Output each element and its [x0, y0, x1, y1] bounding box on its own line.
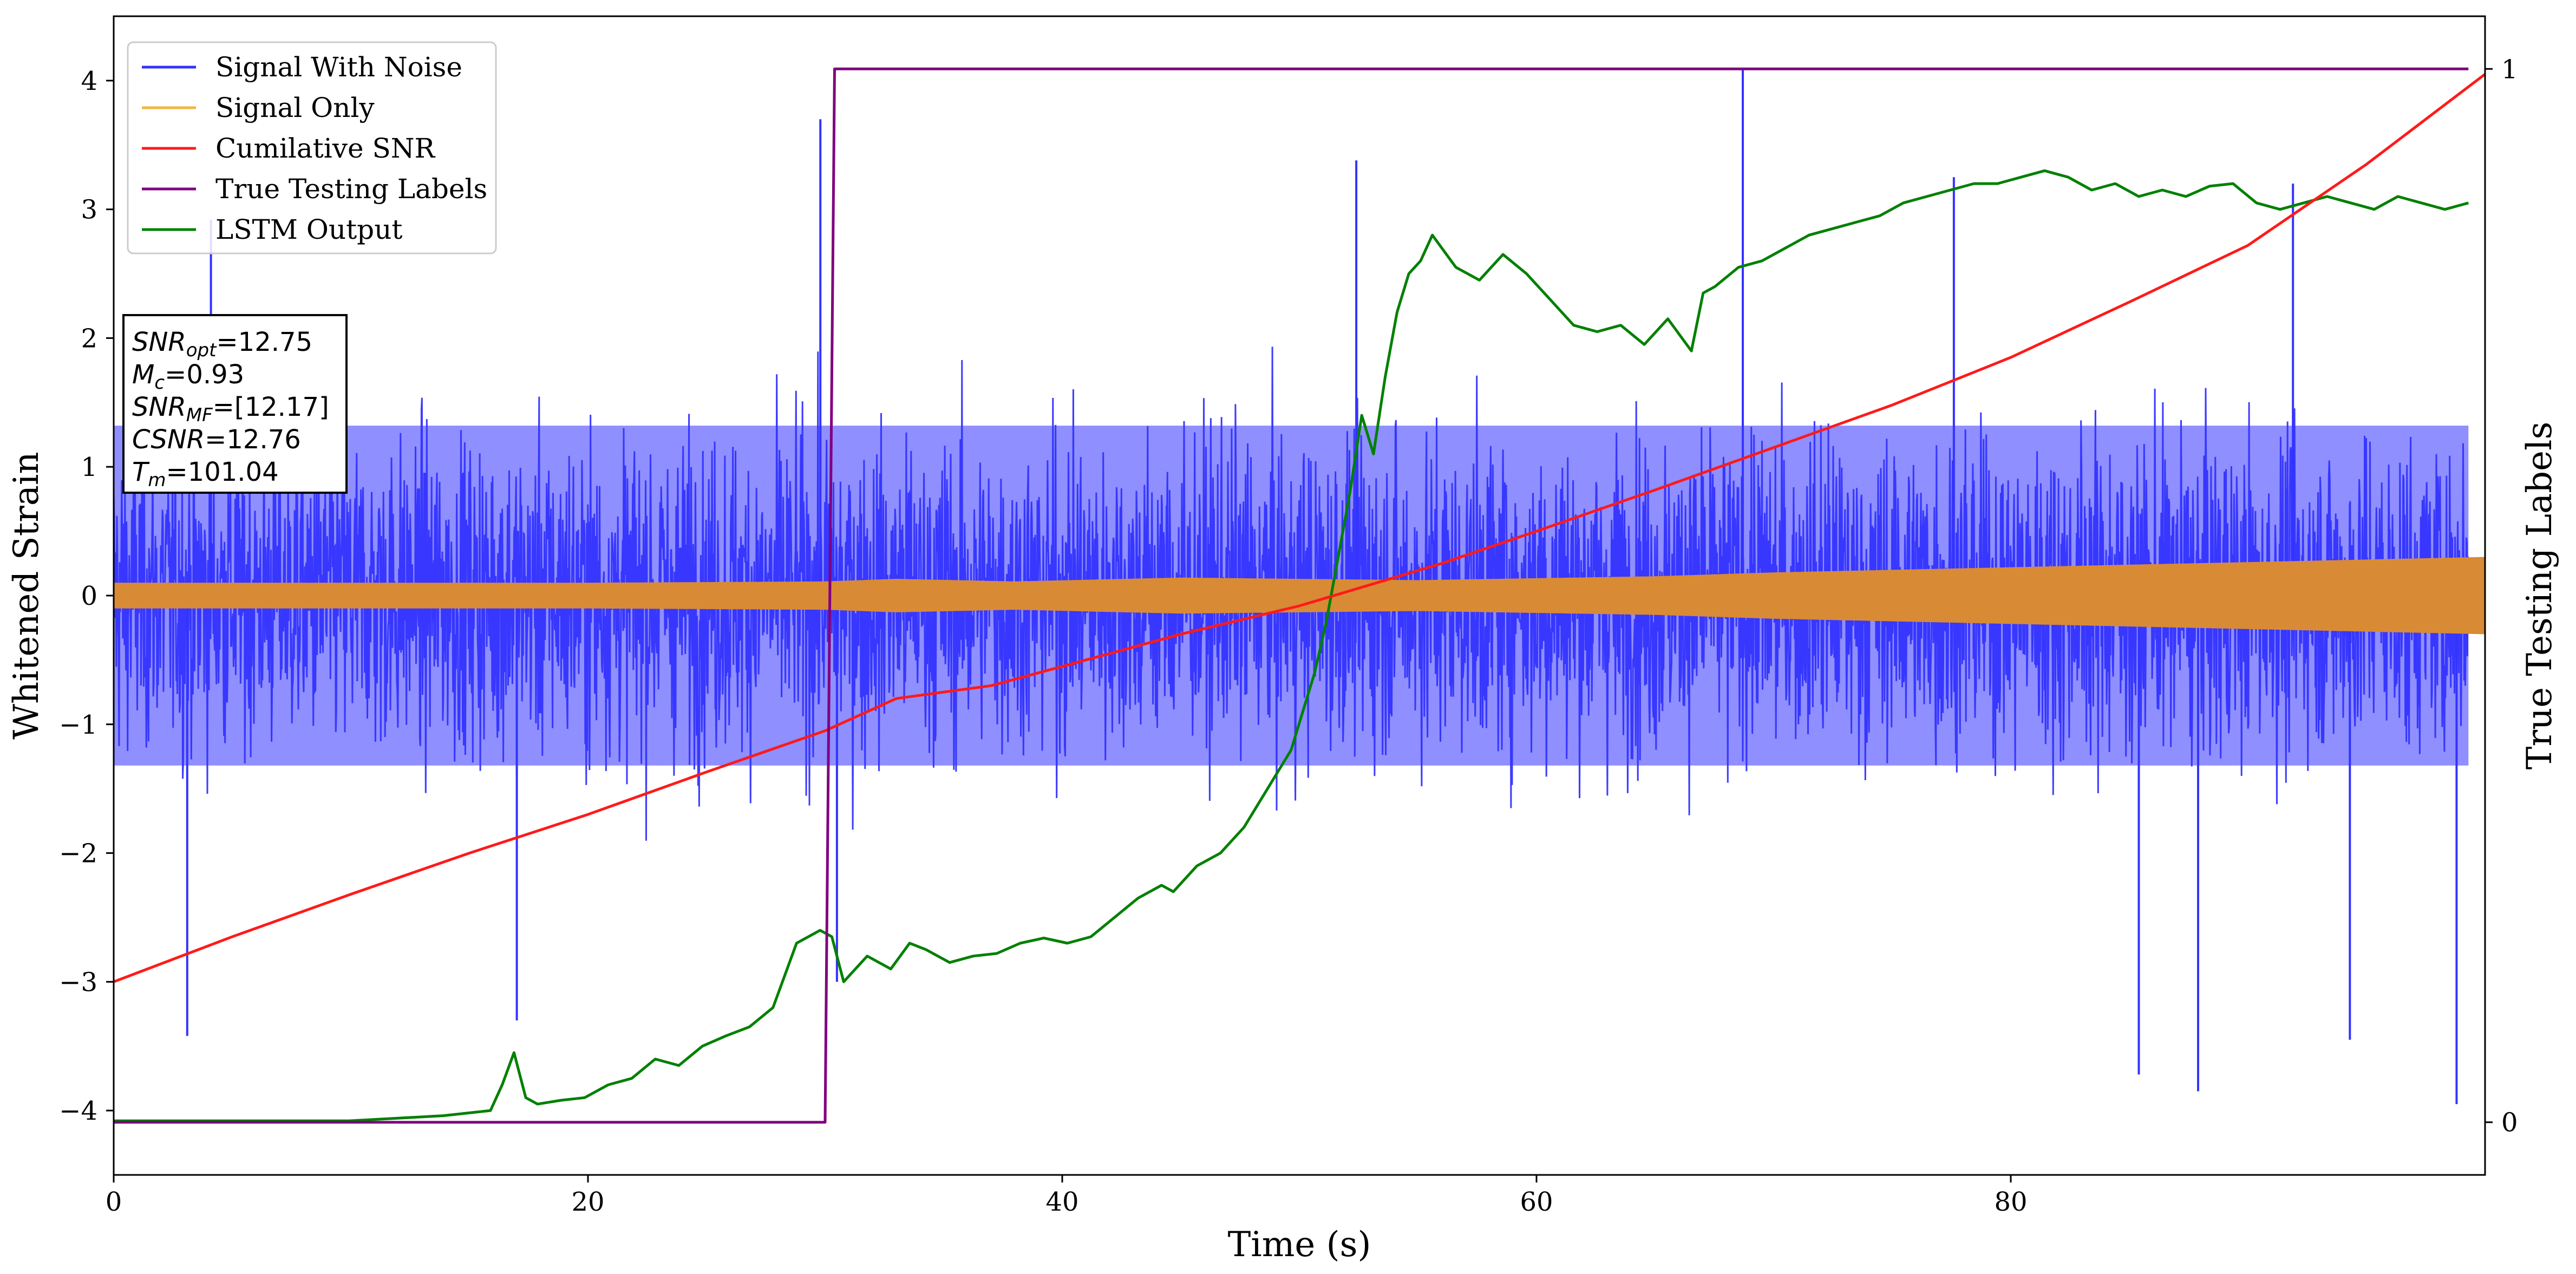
legend-label: Signal With Noise: [215, 51, 462, 83]
info-box-frame: [122, 314, 348, 494]
info-line: Mc=0.93: [132, 360, 244, 394]
x-tick-label: 60: [1520, 1187, 1553, 1217]
legend-label: LSTM Output: [215, 214, 402, 245]
lstm-output-line: [114, 169, 2469, 1122]
y-tick-label: 0: [81, 581, 97, 611]
y-tick-label: 1: [81, 452, 97, 482]
x-tick-label: 0: [106, 1187, 122, 1217]
y-tick-label: −4: [59, 1096, 97, 1126]
y2-tick-label: 1: [2501, 54, 2518, 84]
y-tick-label: −2: [59, 839, 97, 869]
y-tick-label: 2: [81, 323, 97, 354]
info-box: SNRopt=12.75Mc=0.93SNRMF=[12.17]CSNR=12.…: [122, 314, 348, 494]
y-axis-title: Whitened Strain: [6, 452, 47, 739]
y-tick-label: −1: [59, 710, 97, 740]
x-tick-label: 20: [571, 1187, 604, 1217]
y-tick-label: −3: [59, 967, 97, 997]
info-line: SNRopt=12.75: [132, 327, 312, 361]
info-line: SNRMF=[12.17]: [132, 392, 329, 426]
info-line: Tm=101.04: [132, 457, 279, 491]
x-tick-label: 40: [1045, 1187, 1078, 1217]
y-tick-label: 4: [81, 66, 97, 96]
true-testing-labels-line: [114, 67, 2469, 1124]
legend-label: True Testing Labels: [215, 173, 487, 205]
legend: Signal With Noise Signal Only Cumilative S…: [127, 41, 497, 254]
legend-label: Cumilative SNR: [215, 133, 435, 164]
cumulative-snr-line: [114, 73, 2485, 983]
info-line: CSNR=12.76: [132, 424, 301, 455]
x-tick-label: 80: [1994, 1187, 2027, 1217]
signal-only-band: [114, 557, 2485, 635]
legend-label: Signal Only: [215, 92, 375, 123]
y2-tick-label: 0: [2501, 1108, 2518, 1138]
plot-area: [114, 67, 2485, 1124]
y-tick-label: 3: [81, 195, 97, 225]
x-axis-title: Time (s): [1228, 1225, 1371, 1265]
legend-box: [127, 41, 497, 254]
y2-axis-title: True Testing Labels: [2520, 422, 2560, 770]
